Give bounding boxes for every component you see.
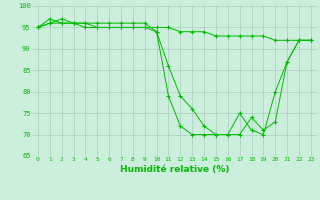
X-axis label: Humidité relative (%): Humidité relative (%) [120,165,229,174]
